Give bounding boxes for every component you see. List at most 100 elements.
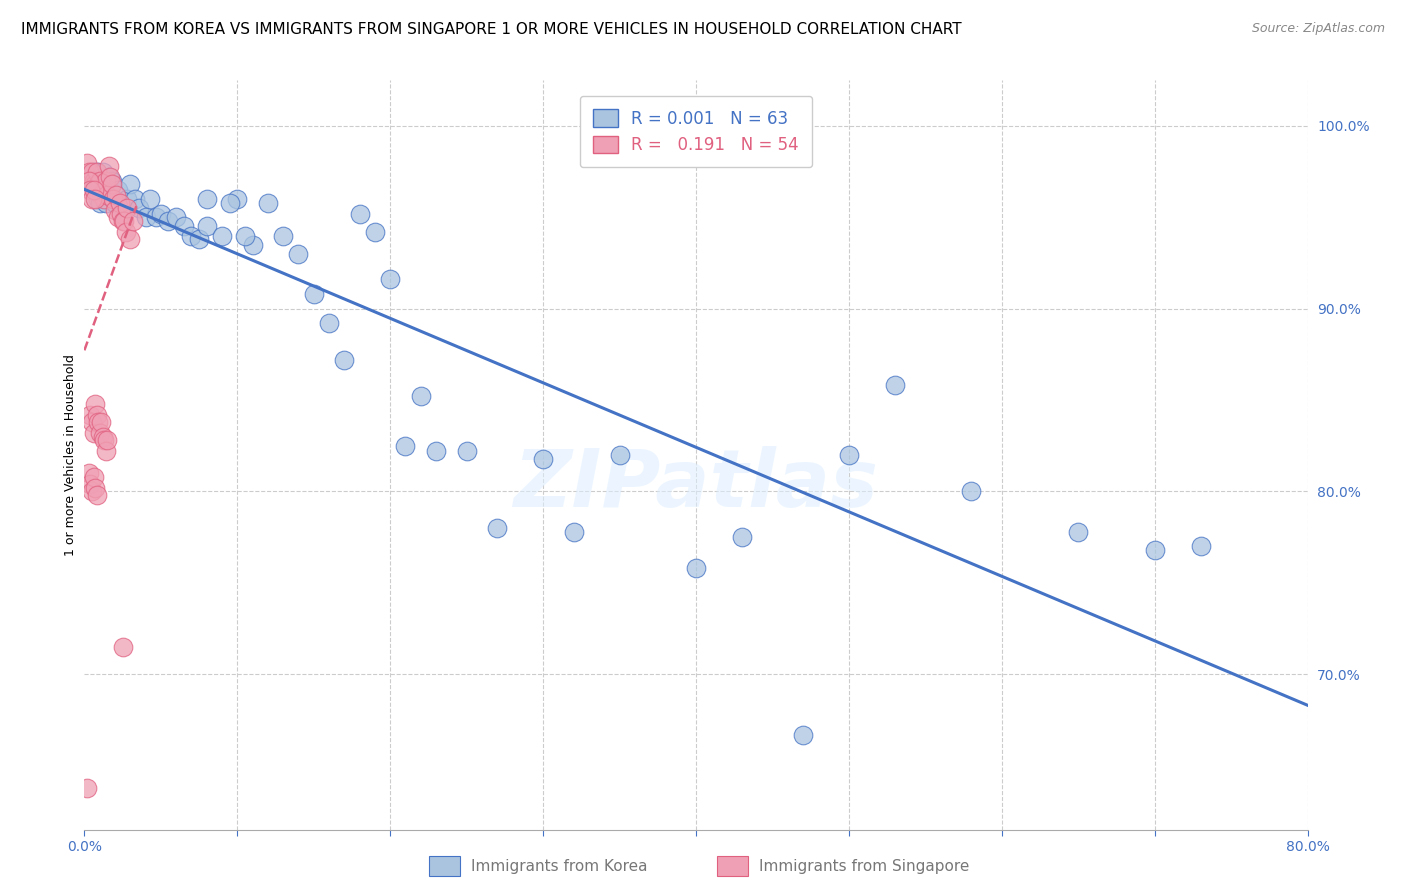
Point	[115, 192, 138, 206]
Point	[89, 425, 111, 440]
Point	[79, 183, 101, 197]
Point	[302, 287, 325, 301]
Point	[173, 219, 195, 234]
Point	[111, 214, 134, 228]
Point	[86, 408, 108, 422]
Point	[157, 214, 180, 228]
Point	[96, 188, 118, 202]
Point	[86, 488, 108, 502]
Point	[107, 183, 129, 197]
Point	[80, 164, 103, 178]
Point	[792, 727, 814, 741]
Point	[101, 174, 124, 188]
Y-axis label: 1 or more Vehicles in Household: 1 or more Vehicles in Household	[65, 354, 77, 556]
Point	[91, 183, 114, 197]
Point	[1189, 539, 1212, 553]
Point	[83, 174, 105, 188]
Point	[122, 214, 145, 228]
Point	[108, 195, 131, 210]
Point	[77, 174, 100, 188]
Point	[233, 228, 256, 243]
Point	[97, 170, 120, 185]
Point	[380, 272, 402, 286]
Point	[86, 164, 108, 178]
Text: IMMIGRANTS FROM KOREA VS IMMIGRANTS FROM SINGAPORE 1 OR MORE VEHICLES IN HOUSEHO: IMMIGRANTS FROM KOREA VS IMMIGRANTS FROM…	[21, 22, 962, 37]
Text: ZIPatlas: ZIPatlas	[513, 446, 879, 524]
Point	[180, 228, 202, 243]
Point	[139, 192, 162, 206]
Point	[103, 192, 125, 206]
Point	[83, 470, 105, 484]
Point	[90, 188, 112, 202]
Point	[333, 352, 356, 367]
Point	[80, 192, 103, 206]
Point	[79, 408, 101, 422]
Point	[76, 780, 98, 795]
Point	[145, 211, 167, 225]
Point	[218, 195, 240, 210]
Point	[93, 192, 115, 206]
Point	[731, 530, 754, 544]
Point	[86, 164, 108, 178]
Point	[111, 201, 134, 215]
Point	[91, 164, 114, 178]
Text: Immigrants from Singapore: Immigrants from Singapore	[759, 859, 970, 873]
Point	[124, 192, 146, 206]
Point	[120, 232, 142, 246]
Point	[838, 448, 860, 462]
Point	[94, 195, 117, 210]
Point	[211, 228, 233, 243]
Point	[165, 211, 187, 225]
Point	[87, 192, 110, 206]
Point	[96, 434, 118, 448]
Point	[97, 159, 120, 173]
Point	[111, 640, 134, 654]
Point	[188, 232, 211, 246]
Point	[96, 178, 118, 192]
Point	[112, 214, 135, 228]
Text: Source: ZipAtlas.com: Source: ZipAtlas.com	[1251, 22, 1385, 36]
Point	[84, 397, 107, 411]
Point	[101, 178, 124, 192]
Point	[98, 170, 121, 185]
Point	[107, 211, 129, 225]
Point	[318, 316, 340, 330]
Point	[242, 237, 264, 252]
Point	[93, 192, 115, 206]
Point	[84, 178, 107, 192]
Point	[149, 207, 172, 221]
Point	[90, 178, 112, 192]
Point	[80, 415, 103, 429]
Point	[349, 207, 371, 221]
Point	[80, 484, 103, 499]
Point	[110, 207, 132, 221]
Point	[128, 201, 150, 215]
Point	[79, 477, 101, 491]
Point	[93, 434, 115, 448]
Point	[77, 466, 100, 480]
Point	[115, 201, 138, 215]
Point	[83, 164, 105, 178]
Point	[83, 425, 105, 440]
Point	[685, 561, 707, 575]
Point	[94, 444, 117, 458]
Point	[883, 378, 905, 392]
Point	[486, 521, 509, 535]
Point	[76, 155, 98, 169]
Point	[105, 188, 128, 202]
Point	[456, 444, 478, 458]
Point	[226, 192, 249, 206]
Legend: R = 0.001   N = 63, R =   0.191   N = 54: R = 0.001 N = 63, R = 0.191 N = 54	[579, 96, 813, 168]
Point	[104, 202, 127, 217]
Point	[94, 174, 117, 188]
Point	[135, 211, 157, 225]
Point	[394, 439, 416, 453]
Point	[77, 164, 100, 178]
Point	[98, 183, 121, 197]
Point	[1143, 543, 1166, 558]
Point	[89, 174, 111, 188]
Point	[83, 183, 105, 197]
Point	[1067, 524, 1090, 539]
Point	[364, 225, 387, 239]
Point	[195, 192, 218, 206]
